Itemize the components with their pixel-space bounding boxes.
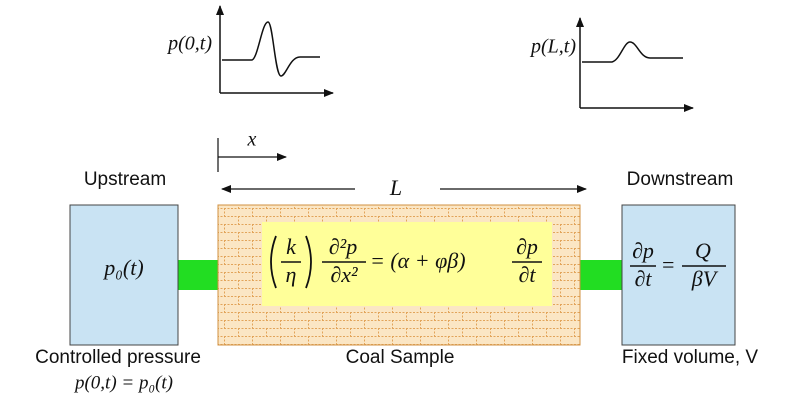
pressure-curve xyxy=(222,21,320,77)
sample-caption: Coal Sample xyxy=(346,347,455,368)
downstream-caption: Fixed volume, V xyxy=(622,347,759,368)
eq-dt: ∂t xyxy=(635,266,653,291)
plot-label: p(0,t) xyxy=(166,33,212,55)
connector xyxy=(580,260,623,290)
eq-d2p: ∂²p xyxy=(329,234,357,259)
plot-downstream: p(L,t) xyxy=(529,17,694,112)
downstream-equation: ∂p ∂t = Q βV xyxy=(630,238,726,291)
upstream-caption: Controlled pressure xyxy=(35,347,201,368)
eq-eta: η xyxy=(286,262,297,287)
eq-bv: βV xyxy=(691,266,719,291)
eq-middle: = (α + φβ) xyxy=(370,248,466,273)
plot-label: p(L,t) xyxy=(529,36,576,58)
connector xyxy=(178,260,219,290)
eq-dt: ∂t xyxy=(519,262,537,287)
length-label: L xyxy=(389,175,402,200)
diffusion-equation: k η ∂²p ∂x² = (α + φβ) ∂p ∂t xyxy=(270,234,542,289)
upstream-reservoir xyxy=(69,204,179,346)
x-label: x xyxy=(247,129,257,151)
eq-dx2: ∂x² xyxy=(330,262,358,287)
eq-dp: ∂p xyxy=(632,238,654,263)
eq-q: Q xyxy=(695,238,711,263)
eq-dp: ∂p xyxy=(516,234,538,259)
upstream-pressure: p₀(t) xyxy=(102,255,143,280)
pressure-curve xyxy=(582,41,683,63)
upstream-caption-equation: p(0,t) = p₀(t) xyxy=(73,372,173,393)
downstream-title: Downstream xyxy=(627,169,734,190)
eq-k: k xyxy=(286,234,297,259)
downstream-reservoir xyxy=(621,204,736,346)
paren xyxy=(305,235,312,289)
eq-equals: = xyxy=(661,252,676,277)
plot-upstream: p(0,t) xyxy=(166,5,334,97)
upstream-title: Upstream xyxy=(84,169,166,190)
paren xyxy=(270,235,277,289)
